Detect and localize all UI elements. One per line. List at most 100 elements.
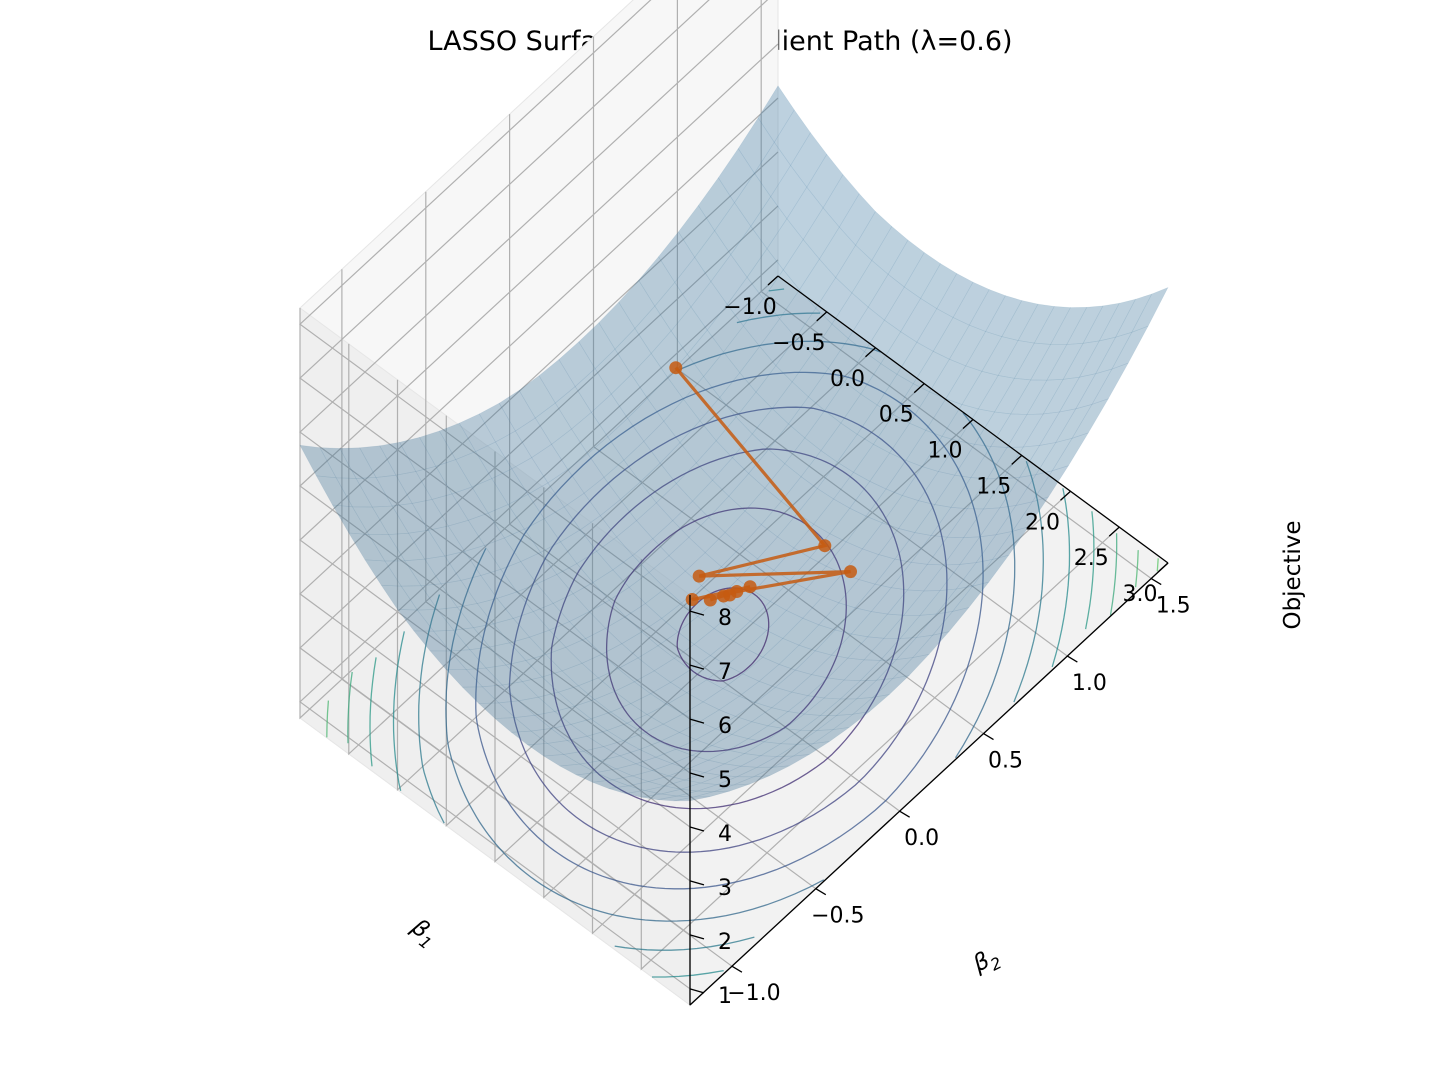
surface-patch [596,536,634,571]
surface-patch [380,584,418,611]
surface-patch [804,410,842,452]
surface-patch [551,428,589,470]
surface-patch [965,331,1003,372]
surface-patch [894,532,932,563]
surface-patch [475,441,513,479]
surface-patch [592,779,629,789]
x-tick-label: 1.5 [976,474,1011,499]
surface-patch [855,678,894,700]
surface-patch [1030,344,1068,381]
surface-patch [612,555,650,588]
surface-patch [822,174,860,228]
x-tick-mark [1060,490,1071,501]
z-tick-mark [689,988,705,994]
surface-patch [641,618,679,647]
surface-patch [847,306,885,353]
surface-patch [994,377,1032,415]
y-tick-mark [731,965,743,973]
grid-line-z [299,43,779,774]
surface-patch [557,685,596,707]
surface-patch [822,573,860,604]
surface-patch [571,411,609,455]
surface-patch [746,630,784,658]
surface-patch [601,643,639,669]
surface-patch [590,711,628,731]
surface-patch [700,774,738,785]
surface-patch [628,781,665,791]
surface-patch [1066,305,1104,345]
surface-patch [911,631,950,659]
axis-ticks: −1.0−0.50.00.51.01.52.02.53.0−1.0−0.50.0… [689,275,1191,1009]
surface-patch [1010,379,1048,415]
grid-line-x [591,490,1071,935]
surface-patch [568,611,607,639]
surface-patch [738,680,777,703]
surface-patch [598,301,636,350]
z-tick-label: 6 [718,714,732,739]
surface-patch [646,704,684,725]
surface-patch [650,330,688,378]
surface-patch [778,644,816,671]
grid-line-x [299,275,779,720]
surface-patch [887,589,925,616]
surface-patch [594,348,632,395]
surface-patch [331,504,370,535]
surface-patch [492,618,531,644]
surface-patch [608,785,645,794]
surface-patch [461,686,500,704]
surface-patch [388,532,426,562]
surface-patch [678,204,715,258]
surface-patch [595,768,634,781]
surface-patch [444,551,482,581]
path-point [685,593,699,606]
surface-patch [757,85,795,143]
surface-patch [1115,293,1153,338]
surface-patch [598,755,637,770]
surface-patch [657,631,695,659]
surface-patch [521,676,560,698]
surface-patch [547,468,585,508]
surface-patch [562,750,601,765]
surface-patch [840,393,878,435]
surface-patch [625,603,663,633]
surface-patch [739,755,779,768]
surface-patch [782,617,820,646]
contour-line [347,671,353,744]
surface-patch [565,638,603,664]
surface-patch [456,603,494,629]
surface-patch [750,196,788,250]
surface-patch [578,322,616,370]
surface-patch [638,256,676,307]
surface-patch [476,598,514,625]
surface-patch [647,775,686,787]
surface-patch [838,193,876,246]
surface-patch [467,512,505,546]
surface-patch [824,381,862,424]
surface-patch [498,700,536,718]
surface-patch [635,756,674,771]
grid-line-z [299,259,779,990]
surface-patch [835,696,874,716]
surface-patch [491,468,529,505]
surface-patch [773,109,811,166]
contour-line [605,507,847,753]
surface-patch [608,586,646,617]
surface-patch [718,695,757,717]
surface-patch [644,785,682,795]
z-tick-mark [689,772,705,778]
surface-patch [934,474,972,508]
surface-patch [985,295,1023,337]
surface-patch [698,709,737,730]
surface-patch [659,442,697,484]
x-tick-mark [962,419,974,429]
surface-patch [416,609,455,632]
surface-patch [518,375,556,419]
surface-patch [793,741,830,757]
surface-patch [694,230,732,283]
surface-patch [507,494,545,530]
surface-patch [618,279,656,329]
surface-patch [1062,340,1100,380]
surface-patch [845,515,883,550]
surface-patch [529,629,567,655]
surface-patch [717,148,755,204]
